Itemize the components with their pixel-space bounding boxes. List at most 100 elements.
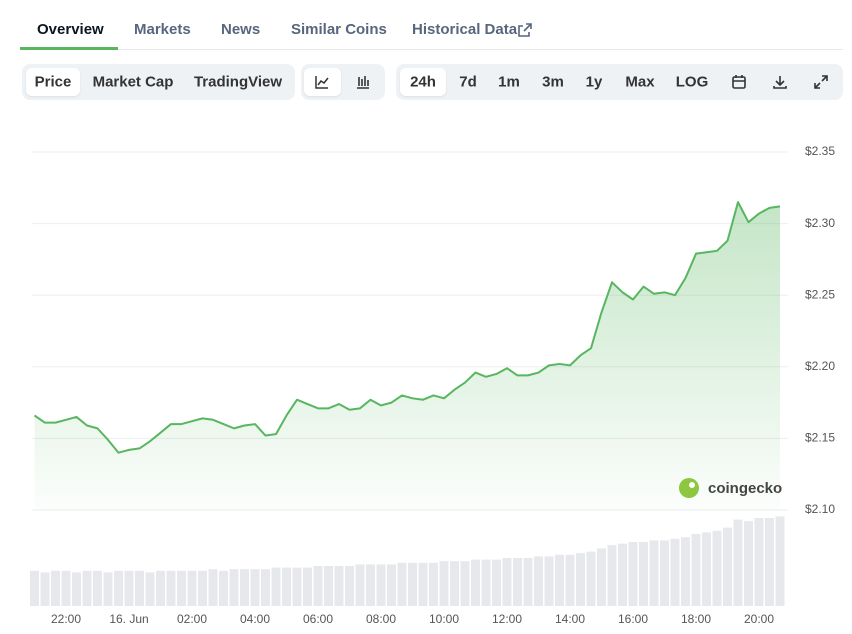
volume-bar (72, 572, 81, 606)
volume-bar (135, 570, 144, 606)
volume-bar (51, 570, 60, 606)
volume-bar (376, 564, 386, 606)
volume-bar (124, 570, 134, 606)
chart-tab[interactable]: TradingView (193, 73, 283, 91)
volume-bar (439, 561, 449, 606)
volume-bar (397, 562, 407, 606)
x-tick-label: 04:00 (240, 612, 270, 626)
y-tick-label: $2.25 (805, 287, 835, 301)
volume-bar (744, 521, 753, 606)
x-tick-label: 10:00 (429, 612, 459, 626)
volume-bar (513, 558, 522, 606)
volume-bar (460, 561, 470, 606)
range-group (396, 64, 843, 100)
volume-bar (145, 572, 155, 606)
active-pill (26, 68, 80, 96)
expand-icon[interactable] (813, 74, 829, 90)
x-tick-label: 20:00 (744, 612, 774, 626)
volume-bar (93, 570, 102, 606)
chart-tab[interactable]: Price (34, 73, 72, 91)
tab[interactable]: Historical Data (412, 21, 518, 38)
volume-bar (387, 564, 396, 606)
volume-bar (208, 569, 218, 606)
y-tick-label: $2.30 (805, 216, 835, 230)
volume-bar (450, 561, 459, 606)
volume-bar (271, 567, 281, 606)
volume-bar (586, 551, 596, 606)
volume-bar (418, 562, 428, 606)
volume-bar (355, 564, 365, 606)
tab-divider (20, 49, 843, 50)
active-pill (400, 68, 446, 96)
volume-bar (733, 519, 743, 606)
line-icon[interactable] (314, 74, 330, 90)
volume-bar (324, 566, 333, 606)
x-tick-label: 22:00 (51, 612, 81, 626)
volume-bar (492, 559, 501, 606)
volume-bar (775, 516, 785, 606)
volume-bar (544, 556, 554, 606)
y-tick-label: $2.15 (805, 431, 835, 445)
watermark: coingecko (708, 480, 782, 497)
tab[interactable]: Markets (134, 21, 191, 38)
volume-bar (712, 530, 722, 606)
volume-bar (723, 527, 732, 606)
volume-bar (313, 566, 323, 606)
range-button[interactable]: 1y (585, 73, 603, 91)
volume-bar (534, 556, 543, 606)
volume-bar (166, 570, 176, 606)
tab[interactable]: News (221, 21, 261, 38)
volume-bar (702, 532, 711, 606)
x-tick-label: 18:00 (681, 612, 711, 626)
calendar-icon[interactable] (731, 74, 747, 90)
download-icon[interactable] (772, 74, 788, 90)
volume-bar (481, 559, 491, 606)
volume-bar (660, 540, 669, 606)
volume-bar (334, 566, 344, 606)
volume-bar (639, 542, 648, 606)
range-button[interactable]: 3m (542, 73, 564, 91)
tab[interactable]: Similar Coins (291, 21, 387, 38)
log-button[interactable]: LOG (675, 73, 709, 91)
volume-bar (670, 538, 680, 606)
y-tick-label: $2.10 (805, 502, 835, 516)
volume-bar (61, 570, 71, 606)
volume-bar (628, 542, 638, 606)
volume-bar (691, 534, 701, 606)
range-button[interactable]: 7d (459, 73, 477, 91)
candle-icon[interactable] (355, 74, 371, 90)
volume-bar (240, 569, 249, 606)
volume-bar (82, 570, 92, 606)
volume-bar (618, 543, 627, 606)
volume-bar (502, 558, 512, 606)
y-tick-label: $2.20 (805, 359, 835, 373)
range-button[interactable]: Max (625, 73, 655, 91)
watermark-logo-eye (689, 482, 695, 488)
volume-bar (30, 570, 39, 606)
volume-bar (198, 570, 207, 606)
y-tick-label: $2.35 (805, 144, 835, 158)
chart-tab[interactable]: Market Cap (92, 73, 174, 91)
volume-bar (523, 558, 533, 606)
volume-bar (408, 562, 417, 606)
volume-bar (156, 570, 165, 606)
x-tick-label: 16:00 (618, 612, 648, 626)
volume-bar (250, 569, 260, 606)
volume-bar (429, 562, 438, 606)
volume-bar (576, 553, 585, 606)
x-tick-label: 08:00 (366, 612, 396, 626)
x-tick-label: 12:00 (492, 612, 522, 626)
volume-bar (555, 554, 564, 606)
volume-bar (597, 548, 606, 606)
volume-bar (681, 537, 690, 606)
range-button[interactable]: 1m (498, 73, 520, 91)
price-area (34, 202, 780, 510)
tab[interactable]: Overview (37, 21, 104, 38)
volume-bar (292, 567, 302, 606)
volume-bar (754, 518, 764, 606)
range-button[interactable]: 24h (410, 73, 436, 91)
tab-underline (20, 47, 118, 50)
x-tick-label: 06:00 (303, 612, 333, 626)
